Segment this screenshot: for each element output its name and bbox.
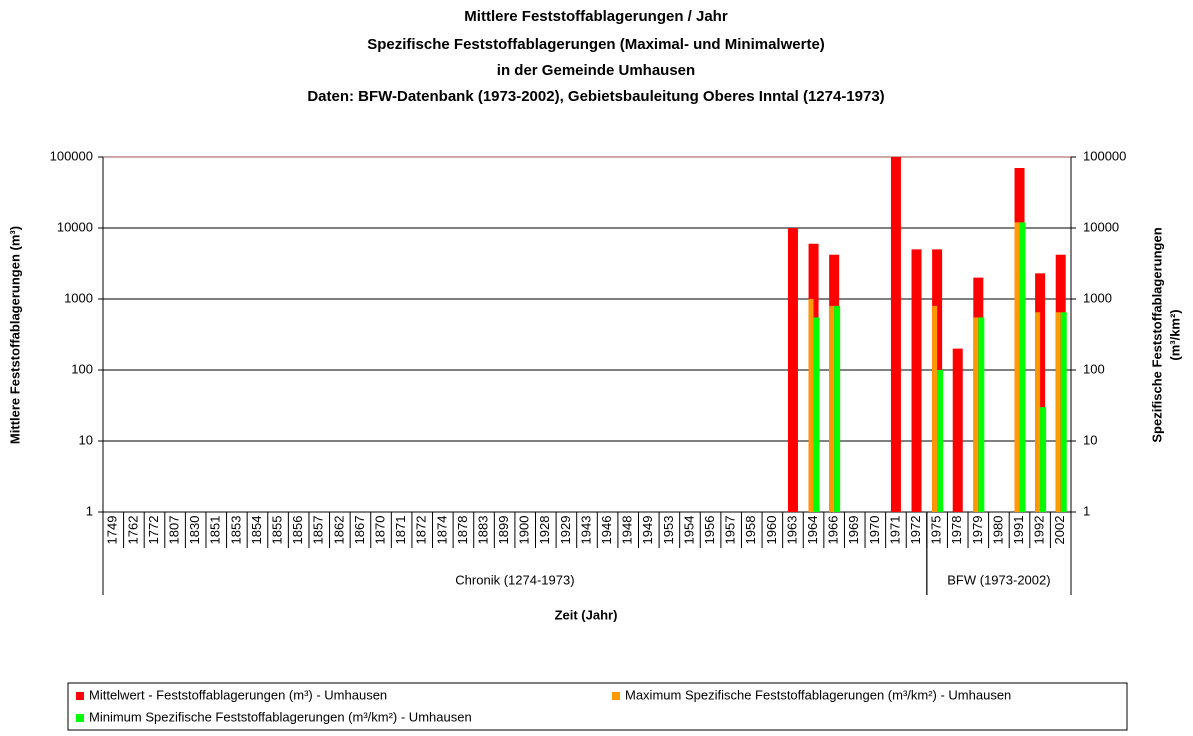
bar: [1040, 407, 1047, 512]
x-tick-label: 1871: [393, 516, 408, 545]
bar: [829, 305, 835, 512]
y2-tick-label: 10: [1083, 432, 1097, 447]
x-tick-label: 1946: [599, 516, 614, 545]
x-tick-label: 1978: [949, 516, 964, 545]
x-tick-label: 1970: [867, 516, 882, 545]
bar: [813, 317, 820, 512]
bar: [808, 299, 814, 512]
bar: [787, 228, 798, 512]
legend-label: Maximum Spezifische Feststoffablagerunge…: [625, 687, 1011, 702]
y2-axis-title: Spezifische Feststoffablagerungen: [1149, 227, 1164, 442]
x-tick-label: 1854: [249, 516, 264, 545]
bar: [1055, 312, 1061, 512]
x-tick-label: 1830: [187, 516, 202, 545]
x-tick-label: 1883: [475, 516, 490, 545]
y-tick-label: 100: [71, 361, 93, 376]
x-tick-label: 1975: [929, 516, 944, 545]
y2-tick-label: 10000: [1083, 219, 1119, 234]
bar: [911, 249, 922, 513]
y-tick-label: 10000: [57, 219, 93, 234]
x-tick-label: 1874: [434, 516, 449, 545]
chart-title: Mittlere Feststoffablagerungen / Jahr: [464, 8, 728, 25]
x-tick-label: 1867: [352, 516, 367, 545]
x-tick-label: 1857: [311, 516, 326, 545]
x-tick-label: 1872: [414, 516, 429, 545]
x-tick-label: 1948: [620, 516, 635, 545]
x-tick-label: 1964: [805, 516, 820, 545]
bar: [973, 317, 979, 512]
x-tick-label: 1949: [640, 516, 655, 545]
chart-title: in der Gemeinde Umhausen: [497, 62, 695, 79]
x-tick-label: 1862: [331, 516, 346, 545]
x-tick-label: 1963: [784, 516, 799, 545]
x-tick-label: 1960: [764, 516, 779, 545]
x-tick-label: 1954: [681, 516, 696, 545]
x-tick-label: 1969: [846, 516, 861, 545]
bar: [1014, 222, 1020, 513]
x-tick-label: 1966: [826, 516, 841, 545]
y2-axis-title: (m³/km²): [1167, 309, 1182, 360]
legend-box: [67, 682, 1128, 731]
x-tick-label: 1878: [455, 516, 470, 545]
bar: [1035, 312, 1041, 512]
x-tick-label: 1953: [661, 516, 676, 545]
x-axis-title: Zeit (Jahr): [555, 607, 618, 622]
bar: [932, 305, 938, 512]
x-tick-label: 1928: [537, 516, 552, 545]
x-tick-label: 1899: [496, 516, 511, 545]
y-axis-title: Mittlere Feststoffablagerungen (m³): [7, 226, 22, 444]
x-tick-label: 1807: [167, 516, 182, 545]
bar: [1019, 222, 1026, 513]
x-tick-label: 1870: [372, 516, 387, 545]
legend-label: Minimum Spezifische Feststoffablagerunge…: [89, 709, 472, 724]
legend-swatch: [76, 692, 84, 700]
x-tick-label: 1762: [125, 516, 140, 545]
x-tick-label: 1929: [558, 516, 573, 545]
y-tick-label: 1: [86, 503, 93, 518]
bar: [890, 157, 901, 512]
bar: [978, 317, 985, 512]
x-tick-label: 1992: [1032, 516, 1047, 545]
y-tick-label: 10: [79, 432, 93, 447]
x-tick-label: 1958: [743, 516, 758, 545]
y2-tick-label: 1000: [1083, 290, 1112, 305]
x-tick-label: 1979: [970, 516, 985, 545]
x-tick-label: 1943: [578, 516, 593, 545]
chart-title: Spezifische Feststoffablagerungen (Maxim…: [367, 36, 825, 53]
x-tick-label: 2002: [1052, 516, 1067, 545]
x-tick-label: 1971: [887, 516, 902, 545]
x-tick-label: 1980: [990, 516, 1005, 545]
x-tick-label: 1856: [290, 516, 305, 545]
y-tick-label: 1000: [64, 290, 93, 305]
y2-tick-label: 100000: [1083, 148, 1126, 163]
bar: [834, 305, 841, 512]
bar: [952, 348, 963, 512]
legend-swatch: [76, 714, 84, 722]
group-label: Chronik (1274-1973): [455, 572, 574, 587]
x-tick-label: 1956: [702, 516, 717, 545]
y-tick-label: 100000: [50, 148, 93, 163]
chart-title: Daten: BFW-Datenbank (1973-2002), Gebiet…: [307, 88, 884, 105]
x-tick-label: 1991: [1011, 516, 1026, 545]
legend-swatch: [612, 692, 620, 700]
legend-label: Mittelwert - Feststoffablagerungen (m³) …: [89, 687, 387, 702]
group-label: BFW (1973-2002): [947, 572, 1050, 587]
bar: [1060, 312, 1067, 512]
x-tick-label: 1749: [105, 516, 120, 545]
x-tick-label: 1900: [517, 516, 532, 545]
y2-tick-label: 100: [1083, 361, 1105, 376]
bar: [937, 370, 944, 512]
x-tick-label: 1855: [270, 516, 285, 545]
x-tick-label: 1851: [208, 516, 223, 545]
x-tick-label: 1853: [228, 516, 243, 545]
y2-tick-label: 1: [1083, 503, 1090, 518]
x-tick-label: 1972: [908, 516, 923, 545]
x-tick-label: 1772: [146, 516, 161, 545]
x-tick-label: 1957: [723, 516, 738, 545]
